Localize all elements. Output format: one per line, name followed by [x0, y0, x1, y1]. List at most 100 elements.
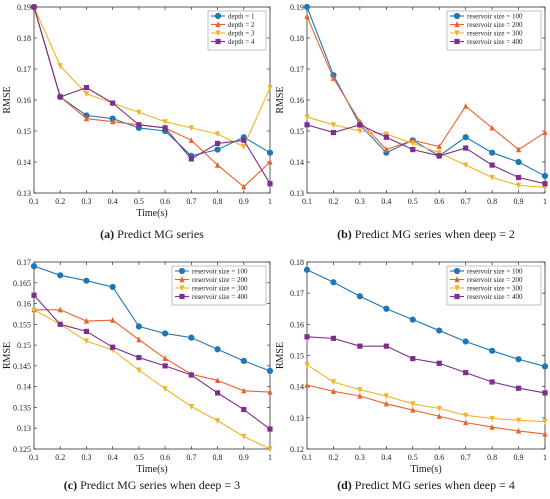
data-point	[267, 181, 273, 187]
data-point	[188, 137, 194, 143]
x-tick-label: 0.9	[239, 453, 249, 462]
y-tick-label: 0.15	[17, 127, 31, 136]
data-point	[462, 338, 469, 345]
series-3	[31, 4, 273, 150]
data-point	[515, 417, 522, 424]
legend-box	[446, 265, 542, 306]
data-point	[136, 109, 142, 116]
data-point	[241, 387, 247, 394]
data-point	[266, 149, 274, 156]
data-point	[542, 418, 548, 425]
data-point	[489, 423, 495, 430]
y-tick-label: 0.13	[290, 189, 304, 198]
data-point	[383, 134, 389, 140]
panel-caption: (b) Predict MG series when deep = 2	[337, 227, 515, 241]
series-3	[304, 114, 548, 191]
y-tick-label: 0.16	[17, 300, 31, 309]
data-point	[188, 404, 194, 410]
x-tick-label: 0.6	[434, 197, 444, 206]
series-4	[304, 334, 548, 396]
legend-swatch-marker	[453, 12, 461, 20]
x-tick-label: 1	[543, 453, 547, 462]
chart-panel-c: 0.1 0.2 0.3 0.4 0.5 0.6 0.7 0.8 0.9 1 0.125 0.13 0.1…	[2, 258, 274, 492]
legend-entry: reservoir size = 200	[467, 21, 523, 29]
data-point	[542, 430, 548, 437]
series-line	[306, 269, 546, 367]
legend-entry: depth = 3	[228, 29, 255, 37]
data-point	[83, 338, 90, 345]
data-point	[136, 122, 142, 128]
series-line	[306, 384, 546, 435]
y-tick-label: 0.19	[290, 3, 304, 12]
legend-entry: reservoir size = 400	[192, 293, 248, 301]
x-tick-label: 0.9	[514, 197, 524, 206]
x-tick-label: 0.7	[461, 453, 471, 462]
data-point	[304, 122, 310, 128]
x-tick-label: 0.7	[186, 197, 196, 206]
data-point	[330, 379, 337, 386]
data-point	[83, 85, 90, 91]
data-point	[30, 263, 38, 270]
x-tick-label: 0.8	[487, 197, 497, 206]
x-tick-label: 0.4	[108, 197, 118, 206]
y-tick-label: 0.13	[290, 414, 304, 423]
legend-entry: depth = 2	[228, 21, 255, 29]
legend-entry: reservoir size = 100	[192, 267, 248, 275]
x-tick-label: 0.2	[328, 197, 338, 206]
x-tick-label: 0.4	[381, 453, 391, 462]
data-point	[162, 386, 168, 392]
data-point	[267, 426, 273, 432]
series-3	[31, 307, 273, 453]
series-4	[31, 4, 273, 187]
x-tick-label: 0.2	[55, 453, 65, 462]
data-point	[515, 427, 522, 434]
series-line	[306, 16, 546, 151]
y-tick-label: 0.14	[290, 383, 304, 392]
data-point	[410, 401, 416, 408]
data-point	[31, 4, 37, 10]
data-point	[267, 446, 273, 453]
data-point	[188, 125, 194, 132]
series-line	[34, 309, 271, 393]
x-tick-label: 0.2	[55, 197, 65, 206]
legend-entry: reservoir size = 100	[467, 267, 523, 275]
series-line	[33, 309, 271, 450]
series-4	[304, 122, 548, 187]
data-point	[31, 307, 37, 313]
x-tick-label: 0.8	[213, 197, 223, 206]
data-point	[463, 370, 469, 376]
series-4	[31, 292, 273, 432]
legend-entry: reservoir size = 300	[467, 29, 523, 37]
x-tick-label: 0.3	[355, 453, 365, 462]
data-point	[383, 146, 389, 153]
data-point	[136, 336, 142, 343]
legend-entry: reservoir size = 200	[192, 276, 248, 284]
legend-entry: reservoir size = 100	[467, 12, 523, 20]
data-point	[462, 134, 469, 141]
data-point	[110, 344, 116, 350]
legend-swatch-marker	[215, 30, 221, 37]
data-point	[57, 63, 63, 70]
series-1	[303, 266, 549, 370]
series-2	[304, 381, 548, 437]
caption-text: Predict MG series	[114, 227, 204, 241]
data-point	[267, 85, 273, 91]
data-point	[240, 357, 247, 365]
data-point	[489, 347, 496, 354]
data-point	[410, 406, 416, 413]
chart-panel-d: 0.1 0.2 0.3 0.4 0.5 0.6 0.7 0.8 0.9 1 0.12 0.13 0.14…	[275, 258, 549, 492]
data-point	[489, 124, 495, 131]
data-point	[383, 400, 389, 407]
caption-label: (b)	[337, 227, 352, 241]
x-tick-label: 0.5	[134, 453, 144, 462]
data-point	[162, 363, 168, 369]
data-point	[162, 330, 169, 337]
caption-text: Predict MG series when deep = 4	[352, 478, 515, 492]
legend-swatch-marker	[179, 285, 185, 292]
data-point	[515, 385, 522, 391]
data-point	[489, 162, 495, 168]
y-tick-label: 0.17	[17, 258, 31, 267]
x-tick-label: 0.1	[302, 453, 312, 462]
panel-caption: (c) Predict MG series when deep = 3	[64, 478, 240, 492]
